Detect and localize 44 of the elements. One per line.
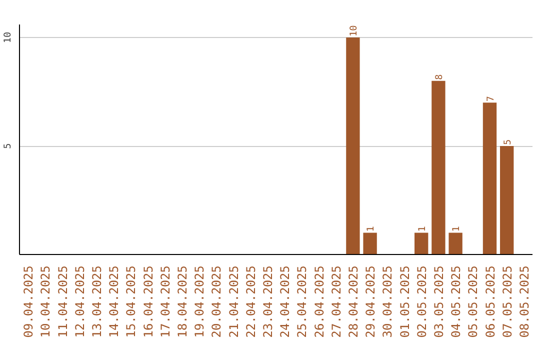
bar <box>414 232 428 254</box>
x-tick-label: 01.05.2025 <box>398 265 412 338</box>
x-tick-label: 07.05.2025 <box>500 265 514 338</box>
data-label: 1 <box>451 226 462 232</box>
x-tick-label: 23.04.2025 <box>260 265 275 338</box>
x-tick-label: 30.04.2025 <box>380 265 395 338</box>
x-tick-label: 05.05.2025 <box>466 265 480 338</box>
x-tick-label: 10.04.2025 <box>38 265 53 338</box>
x-tick-label: 27.04.2025 <box>329 265 344 338</box>
data-label: 10 <box>348 24 360 37</box>
x-tick-label: 08.05.2025 <box>517 265 532 338</box>
x-tick-label: 21.04.2025 <box>226 265 241 338</box>
x-tick-label: 09.04.2025 <box>22 265 36 338</box>
x-tick-label: 04.05.2025 <box>449 265 464 338</box>
bar <box>363 232 377 254</box>
x-tick-label: 03.05.2025 <box>432 265 446 338</box>
x-tick-label: 13.04.2025 <box>90 265 104 338</box>
bar <box>500 146 514 254</box>
x-tick-label: 06.05.2025 <box>483 265 498 338</box>
data-label: 7 <box>485 96 496 102</box>
x-tick-label: 12.04.2025 <box>72 265 87 338</box>
x-tick-label: 24.04.2025 <box>278 265 292 338</box>
bar <box>448 232 462 254</box>
bar <box>346 38 360 254</box>
bar <box>432 80 446 254</box>
x-tick-label: 15.04.2025 <box>124 265 138 338</box>
x-tick-label: 16.04.2025 <box>141 265 156 338</box>
bar <box>482 102 497 254</box>
x-tick-label: 14.04.2025 <box>107 265 122 338</box>
x-tick-label: 26.04.2025 <box>312 265 326 338</box>
data-label: 1 <box>416 226 428 232</box>
x-tick-label: 20.04.2025 <box>210 265 224 338</box>
x-tick-label: 02.05.2025 <box>414 265 429 338</box>
x-tick-label: 17.04.2025 <box>158 265 172 338</box>
x-tick-label: 19.04.2025 <box>192 265 207 338</box>
data-label: 5 <box>502 139 514 146</box>
data-label: 1 <box>366 226 377 232</box>
x-tick-label: 29.04.2025 <box>364 265 378 338</box>
x-tick-label: 25.04.2025 <box>295 265 310 338</box>
x-tick-label: 22.04.2025 <box>244 265 258 338</box>
x-tick-label: 28.04.2025 <box>346 265 360 338</box>
x-tick-label: 18.04.2025 <box>175 265 190 338</box>
data-label: 8 <box>434 74 445 80</box>
x-tick-label: 11.04.2025 <box>56 265 70 338</box>
